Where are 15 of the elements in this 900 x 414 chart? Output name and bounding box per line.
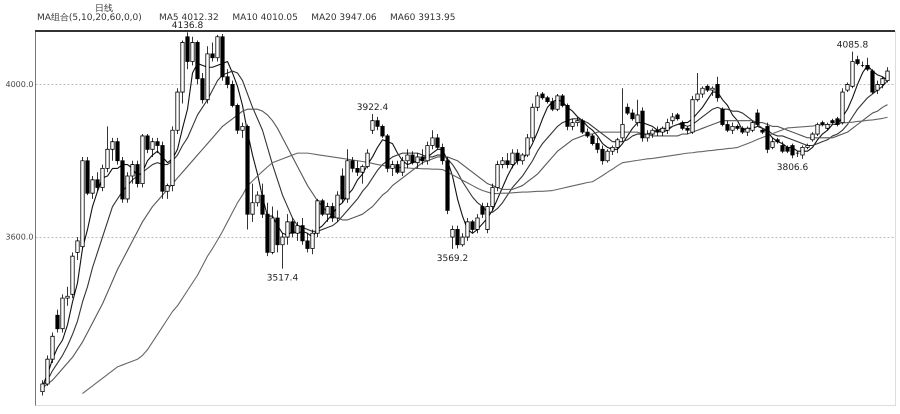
text: MA组合(5,10,20,60,0,0) — [37, 12, 142, 23]
text: MA20 3947.06 — [311, 13, 377, 23]
y-tick-label: 3600.0 — [6, 232, 34, 242]
candlestick — [865, 57, 870, 72]
text: MA10 4010.05 — [232, 13, 298, 23]
annotation: 4136.8 — [172, 21, 204, 32]
annotation: 3806.6 — [776, 163, 809, 174]
candlestick — [620, 88, 625, 142]
y-tick-label: 4000.0 — [6, 80, 34, 89]
annotation: 4085.8 — [836, 40, 869, 51]
annotation: 3569.2 — [436, 254, 468, 264]
text: 日线 — [95, 3, 113, 14]
annotation: 3922.4 — [356, 103, 389, 114]
text: MA60 3913.95 — [390, 13, 456, 23]
annotation: 3517.4 — [266, 274, 299, 284]
